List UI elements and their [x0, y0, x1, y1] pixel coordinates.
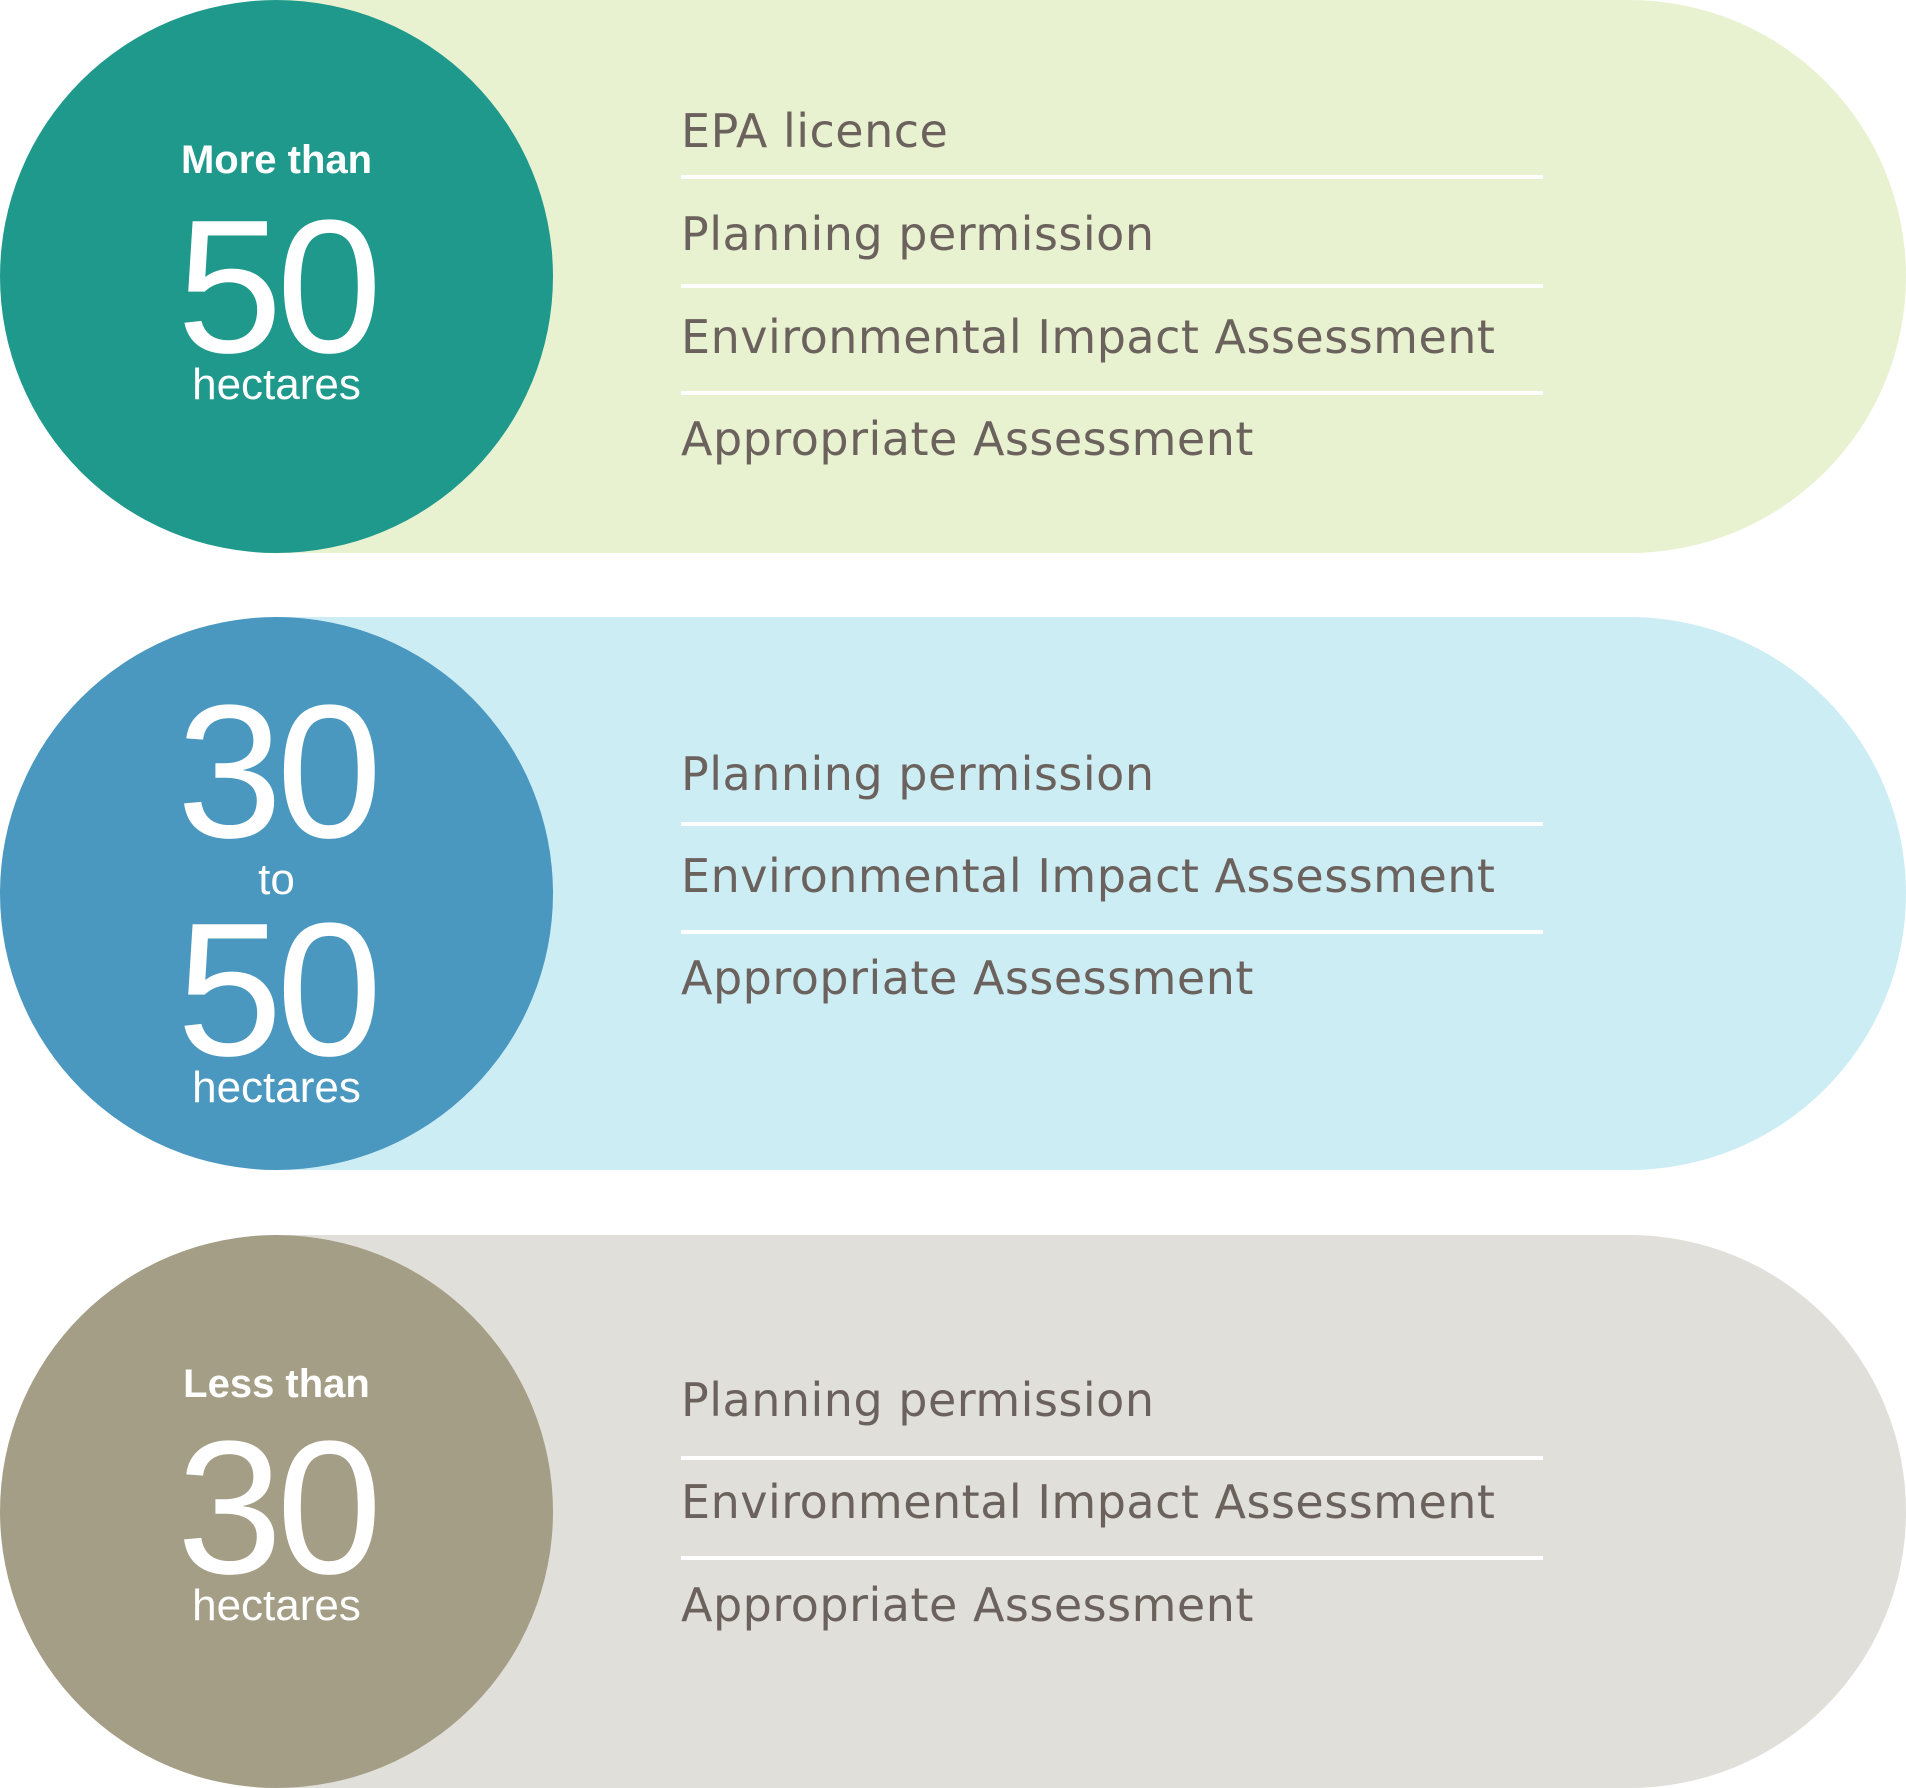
size-number: 30 [176, 1402, 382, 1614]
divider [681, 822, 1543, 826]
size-unit: hectares [192, 1581, 361, 1630]
size-circle: 30 to 50 hectares [0, 617, 553, 1170]
divider [681, 1456, 1543, 1460]
requirement-item: Appropriate Assessment [681, 1578, 1254, 1632]
divider [681, 1556, 1543, 1560]
size-number-from: 30 [176, 666, 382, 878]
band-30-to-50: 30 to 50 hectares Planning permission En… [0, 617, 1906, 1170]
size-number: 50 [176, 181, 382, 393]
size-unit: hectares [192, 360, 361, 409]
size-prefix: More than [180, 138, 373, 182]
band-less-than-30: Less than 30 hectares Planning permissio… [0, 1235, 1906, 1788]
requirement-item: Appropriate Assessment [681, 412, 1254, 466]
size-circle: Less than 30 hectares [0, 1235, 553, 1788]
size-connector: to [258, 855, 295, 904]
band-more-than-50: More than 50 hectares EPA licence Planni… [0, 0, 1906, 553]
divider [681, 391, 1543, 395]
divider [681, 930, 1543, 934]
requirement-item: Planning permission [681, 747, 1155, 801]
requirement-item: Environmental Impact Assessment [681, 1475, 1496, 1529]
requirement-item: Environmental Impact Assessment [681, 310, 1496, 364]
requirement-item: Environmental Impact Assessment [681, 849, 1496, 903]
requirement-item: EPA licence [681, 104, 949, 158]
requirement-item: Planning permission [681, 207, 1155, 261]
divider [681, 284, 1543, 288]
requirement-item: Planning permission [681, 1373, 1155, 1427]
requirement-item: Appropriate Assessment [681, 951, 1254, 1005]
size-unit: hectares [192, 1063, 361, 1112]
size-number-to: 50 [176, 884, 382, 1096]
size-prefix: Less than [183, 1362, 370, 1406]
divider [681, 175, 1543, 179]
size-circle: More than 50 hectares [0, 0, 553, 553]
